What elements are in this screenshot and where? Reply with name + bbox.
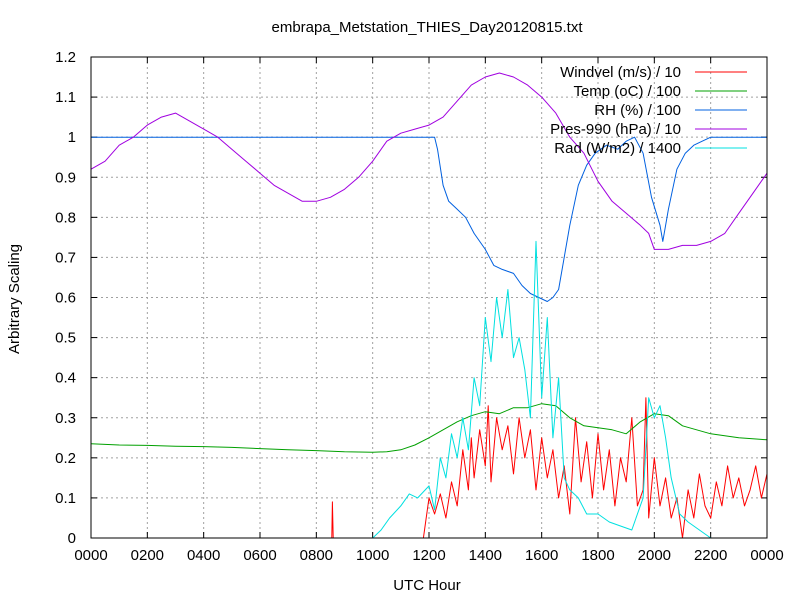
series-line-temp-oc-100 (90, 403, 768, 453)
y-tick-label: 0.1 (55, 490, 76, 507)
y-tick-label: 0.8 (55, 209, 76, 226)
y-axis-label: Arbitrary Scaling (6, 244, 23, 354)
x-tick-label: 1000 (356, 547, 389, 564)
y-tick-label: 0.4 (55, 370, 76, 387)
x-tick-label: 0400 (187, 547, 220, 564)
x-tick-label: 0600 (243, 547, 276, 564)
legend-label-pres-990-hpa-10: Pres-990 (hPa) / 10 (550, 121, 681, 138)
y-tick-label: 1 (68, 129, 76, 146)
series-line-rad-w-m2-1400 (372, 240, 711, 539)
x-tick-labels: 0000 0200 0400 0600 0800 1000 1200 1400 1600 1800… (74, 547, 783, 564)
x-tick-label: 2200 (694, 547, 727, 564)
y-tick-label: 1.1 (55, 89, 76, 106)
series-line-pres-990-hpa-10 (90, 72, 768, 250)
legend-label-rh-100: RH (%) / 100 (594, 102, 681, 119)
x-tick-label: 1800 (581, 547, 614, 564)
x-tick-label: 0000 (74, 547, 107, 564)
legend-label-temp-oc-100: Temp (oC) / 100 (573, 83, 681, 100)
x-axis-label: UTC Hour (393, 577, 461, 594)
x-tick-label: 1200 (412, 547, 445, 564)
series-line-rh-100 (91, 136, 767, 302)
x-tick-label: 2000 (638, 547, 671, 564)
legend-label-rad-w-m2-1400: Rad (W/m2) / 1400 (554, 140, 681, 157)
legend-label-windvel-m-s-10: Windvel (m/s) / 10 (560, 64, 681, 81)
series-layer (90, 72, 768, 539)
y-tick-label: 0.2 (55, 450, 76, 467)
y-tick-label: 0.6 (55, 290, 76, 307)
legend: Windvel (m/s) / 10 Temp (oC) / 100 RH (%) … (550, 64, 747, 157)
y-tick-label: 0.7 (55, 249, 76, 266)
series-line-windvel-m-s-10 (331, 397, 768, 539)
x-tick-label: 1400 (469, 547, 502, 564)
y-tick-label: 0.9 (55, 169, 76, 186)
plot-frame (90, 56, 768, 539)
x-tick-label: 0000 (750, 547, 783, 564)
y-tick-labels: 0 0.1 0.2 0.3 0.4 0.5 0.6 0.7 0.8 0.9 1 1.1 1.2 (55, 49, 76, 547)
y-tick-label: 0 (68, 530, 76, 547)
chart-title: embrapa_Metstation_THIES_Day20120815.txt (271, 19, 583, 36)
y-tick-label: 0.5 (55, 330, 76, 347)
x-tick-label: 1600 (525, 547, 558, 564)
x-tick-label: 0200 (131, 547, 164, 564)
y-tick-label: 0.3 (55, 410, 76, 427)
y-tick-label: 1.2 (55, 49, 76, 66)
x-tick-label: 0800 (300, 547, 333, 564)
